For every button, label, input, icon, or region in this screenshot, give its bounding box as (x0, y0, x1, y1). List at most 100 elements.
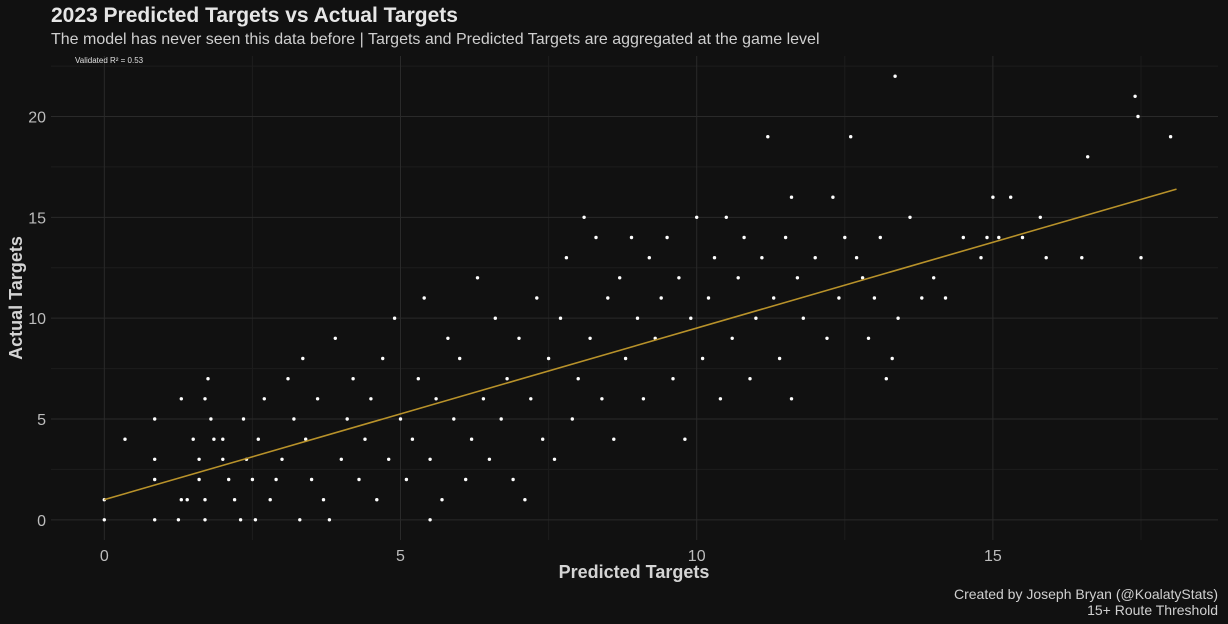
data-point (153, 477, 157, 482)
data-point (392, 316, 397, 320)
data-point (1038, 215, 1043, 219)
data-point (541, 437, 545, 441)
data-point (1133, 94, 1137, 99)
data-point (428, 457, 432, 461)
data-point (997, 235, 1001, 240)
data-point (212, 437, 216, 441)
data-point (446, 336, 450, 340)
data-point (943, 296, 948, 300)
data-point (893, 74, 897, 78)
data-point (641, 397, 646, 401)
data-point (985, 235, 989, 240)
data-point (1086, 155, 1090, 159)
data-point (203, 498, 207, 502)
data-point (961, 235, 965, 240)
data-point (712, 256, 717, 260)
data-point (594, 235, 598, 240)
data-point (197, 457, 201, 461)
data-point (232, 498, 237, 502)
data-point (736, 276, 740, 280)
data-point (635, 316, 640, 320)
data-point (153, 417, 157, 421)
data-point (754, 316, 758, 320)
fit-line (104, 188, 1177, 501)
data-point (884, 377, 888, 381)
data-point (499, 417, 503, 421)
data-point (1136, 114, 1140, 119)
data-point (176, 518, 181, 522)
data-point (434, 397, 438, 401)
data-point (481, 397, 486, 401)
grid-lines (51, 56, 1218, 540)
x-axis-label: Predicted Targets (559, 562, 710, 582)
data-point (221, 437, 225, 441)
data-point (813, 256, 817, 260)
data-point (321, 498, 326, 502)
data-point (700, 356, 705, 361)
data-point (760, 256, 764, 260)
data-point (274, 477, 278, 482)
data-point (440, 498, 444, 502)
data-point (493, 316, 497, 320)
data-point (241, 417, 246, 421)
data-point (256, 437, 260, 441)
data-point (866, 336, 871, 340)
data-point (920, 296, 924, 300)
y-axis-label: Actual Targets (6, 236, 26, 360)
data-point (860, 276, 865, 280)
data-point (896, 316, 900, 320)
data-point (221, 457, 225, 461)
data-point (529, 397, 533, 401)
data-point (647, 256, 651, 260)
data-point (203, 518, 207, 522)
data-point (387, 457, 391, 461)
data-point (153, 457, 157, 461)
data-point (357, 477, 361, 482)
data-point (315, 397, 320, 401)
data-point (191, 437, 195, 441)
data-point (280, 457, 284, 461)
data-point (253, 518, 258, 522)
data-point (238, 518, 243, 522)
data-point (153, 518, 157, 522)
data-point (570, 417, 574, 421)
data-point (878, 235, 882, 240)
x-tick-labels: 0 5 10 15 (100, 548, 1002, 565)
data-point (979, 256, 983, 260)
data-point (327, 518, 332, 522)
data-point (511, 477, 515, 482)
data-point (487, 457, 492, 461)
data-point (795, 276, 800, 280)
data-point (600, 397, 604, 401)
caption-credit: Created by Joseph Bryan (@KoalatyStats) (953, 586, 1218, 602)
data-point (179, 498, 183, 502)
data-point (363, 437, 367, 441)
data-point (789, 195, 794, 199)
data-point (185, 498, 189, 502)
data-point (250, 477, 255, 482)
data-point (677, 276, 681, 280)
data-point (286, 377, 290, 381)
data-point (369, 397, 373, 401)
data-point (197, 477, 201, 482)
data-point (422, 296, 426, 300)
data-point (351, 377, 355, 381)
data-point (908, 215, 912, 219)
data-point (123, 437, 127, 441)
data-point (1009, 195, 1013, 199)
data-point (398, 417, 403, 421)
data-point (789, 397, 794, 401)
data-point (464, 477, 468, 482)
data-point (1020, 235, 1025, 240)
y-tick-label: 20 (28, 110, 46, 127)
data-points (102, 74, 1173, 522)
data-point (706, 296, 711, 300)
data-point (1080, 256, 1084, 260)
data-point (535, 296, 539, 300)
data-point (262, 397, 266, 401)
y-tick-label: 5 (37, 412, 46, 429)
y-tick-label: 15 (28, 210, 46, 227)
data-point (523, 498, 527, 502)
y-tick-label: 10 (28, 311, 46, 328)
data-point (576, 377, 580, 381)
